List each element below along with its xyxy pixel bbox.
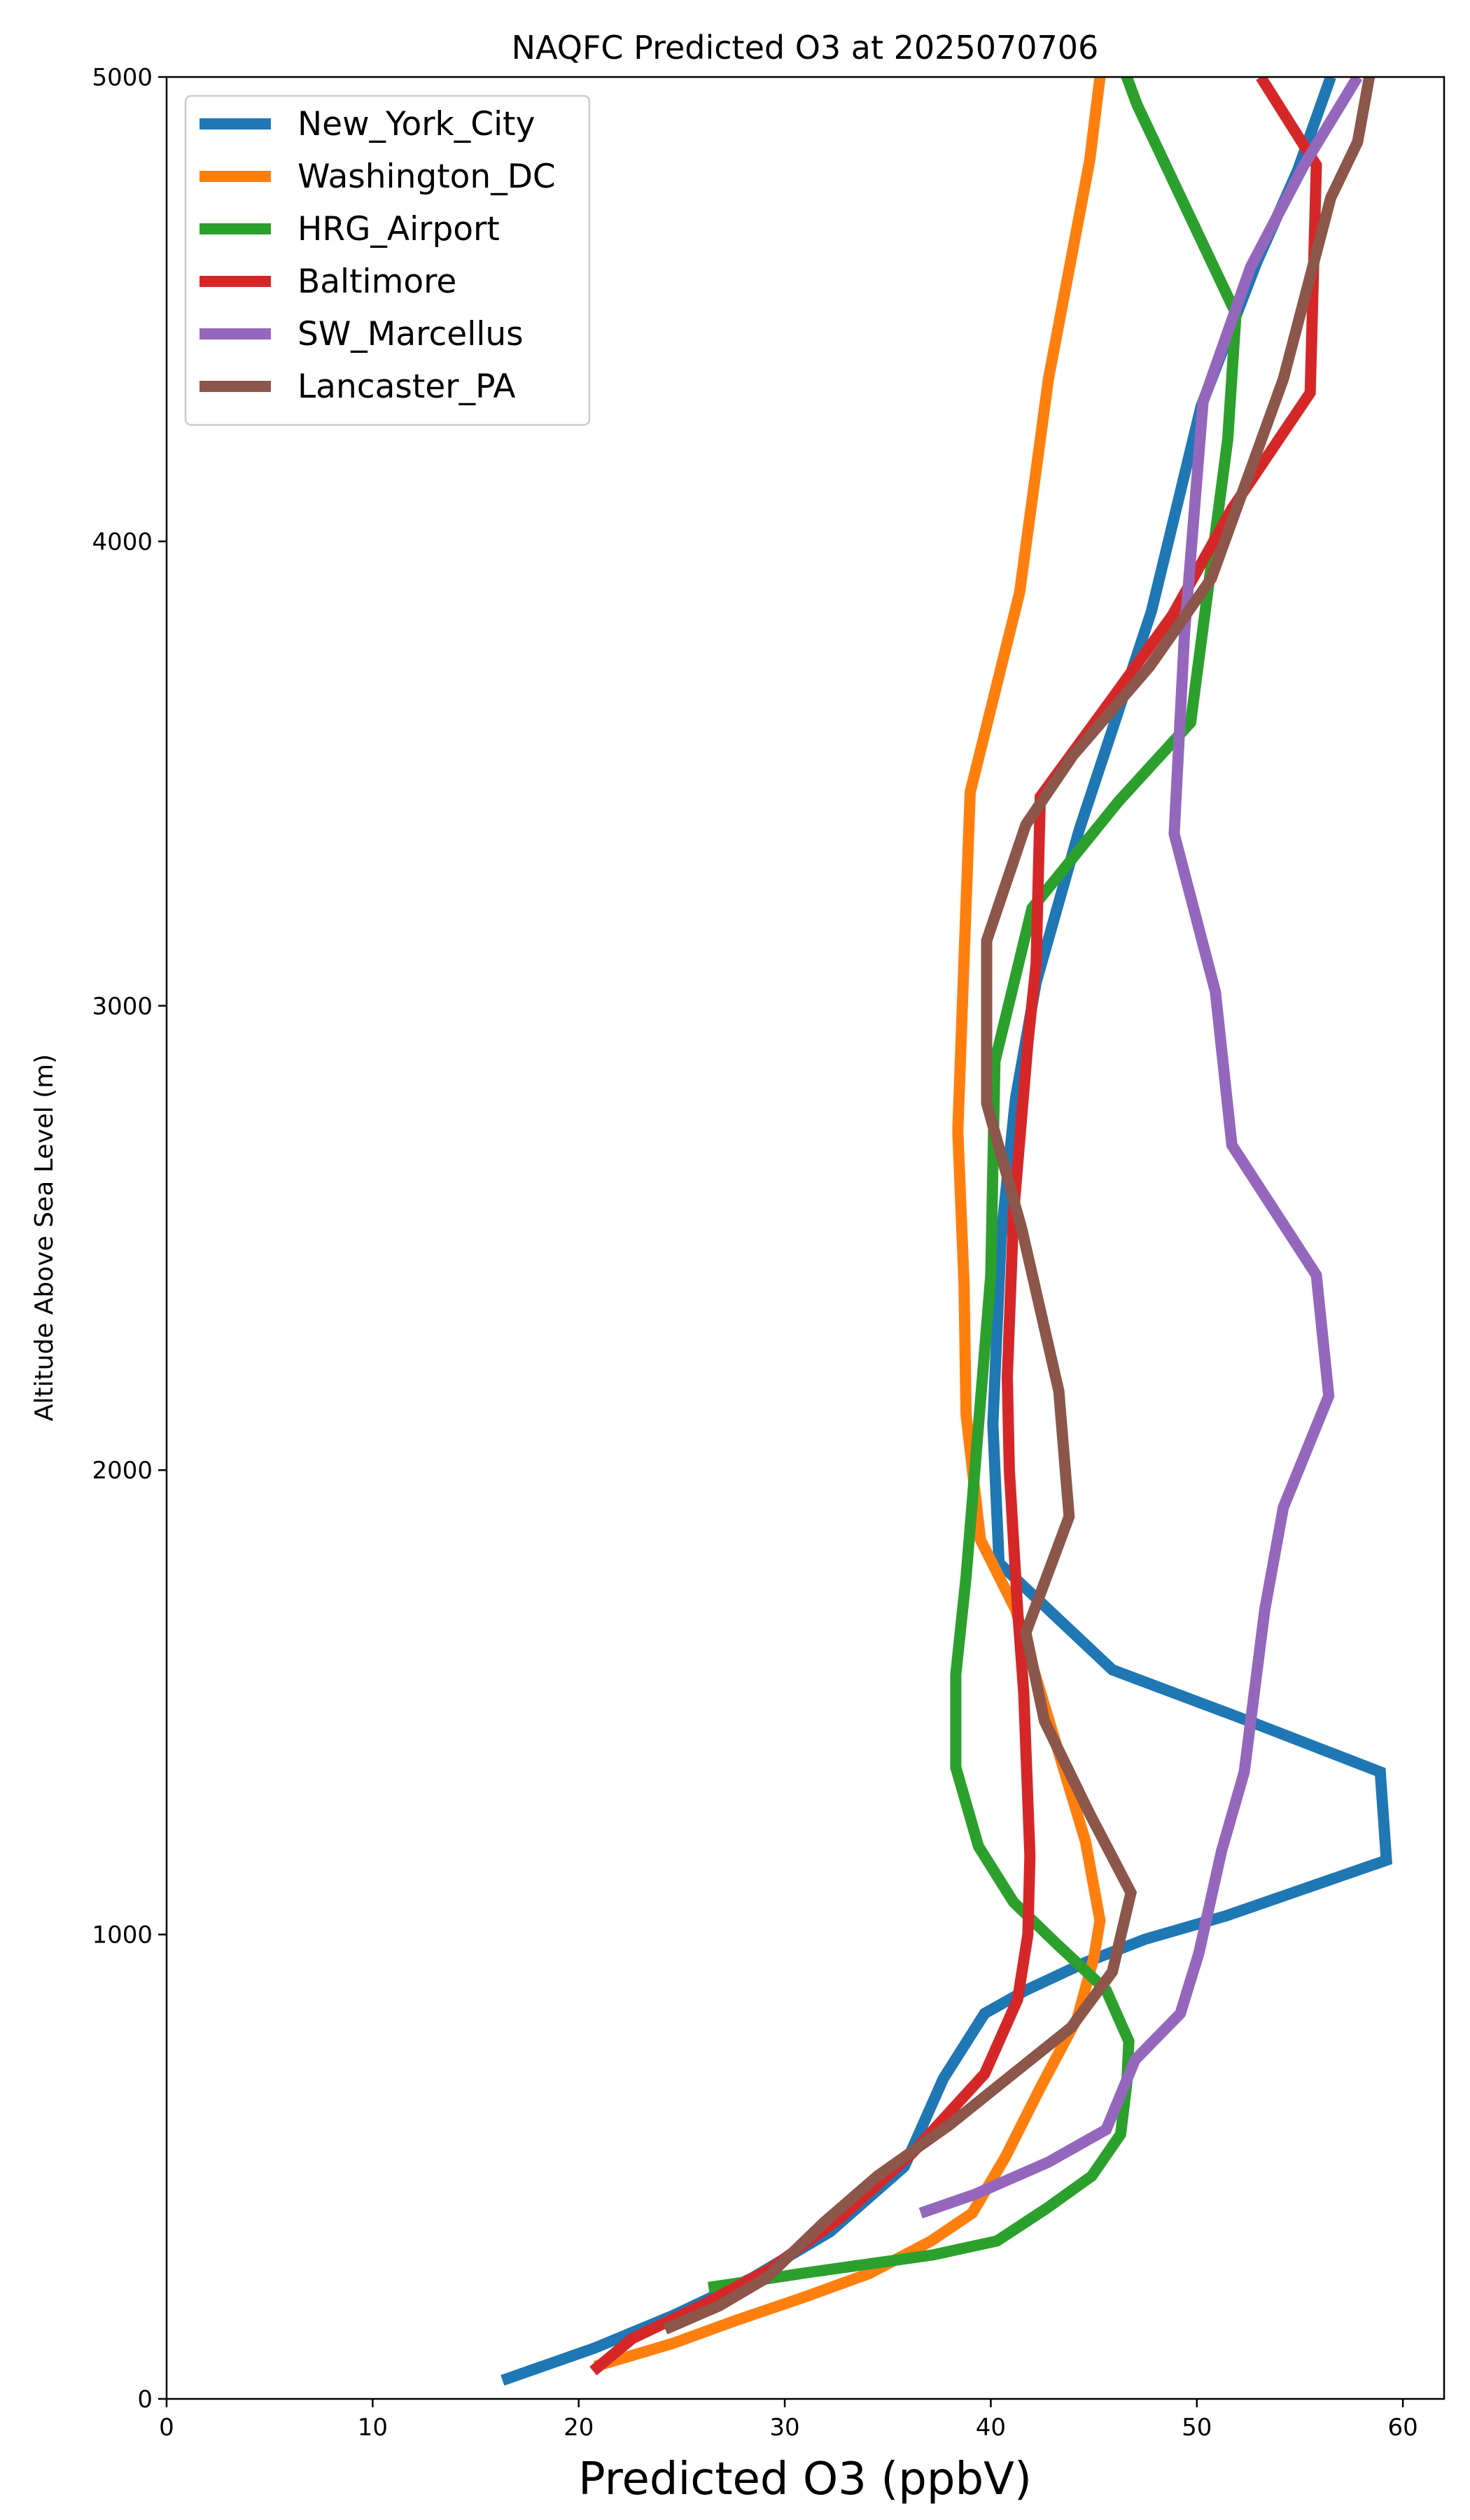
x-tick-label: 10 [358,2414,388,2442]
legend-label: Washington_DC [298,158,556,196]
series-line-sw-marcellus [918,77,1363,2219]
y-tick-label: 4000 [92,528,153,556]
chart-title: NAQFC Predicted O3 at 2025070706 [512,29,1099,66]
x-tick-label: 40 [976,2414,1006,2442]
series-line-lancaster-pa [663,77,1376,2334]
y-tick-label: 3000 [92,993,153,1021]
y-axis-label: Altitude Above Sea Level (m) [30,1054,59,1422]
y-tick-label: 2000 [92,1457,153,1485]
legend-label: New_York_City [298,105,535,144]
x-axis: 0 10 20 30 40 50 60 [159,2399,1418,2442]
y-tick-label: 0 [137,2386,153,2414]
x-tick-label: 30 [769,2414,799,2442]
legend-label: Lancaster_PA [298,368,516,406]
x-tick-label: 60 [1387,2414,1418,2442]
legend-label: HRG_Airport [298,210,500,248]
y-axis: 0 1000 2000 3000 4000 5000 [92,64,167,2414]
series-layer [500,77,1393,2386]
y-tick-label: 1000 [92,1921,153,1949]
legend: New_York_City Washington_DC HRG_Airport Bal… [184,94,591,426]
plot-frame [165,76,1446,2400]
series-line-washington-dc [594,77,1106,2372]
legend-box [184,94,591,426]
series-line-hrg-airport [708,77,1242,2293]
x-axis-label: Predicted O3 (ppbV) [578,2454,1032,2505]
x-tick-label: 50 [1182,2414,1212,2442]
legend-label: Baltimore [298,262,456,301]
x-tick-label: 20 [564,2414,594,2442]
legend-label: SW_Marcellus [298,315,524,354]
x-tick-label: 0 [159,2414,174,2442]
y-tick-label: 5000 [92,64,153,92]
